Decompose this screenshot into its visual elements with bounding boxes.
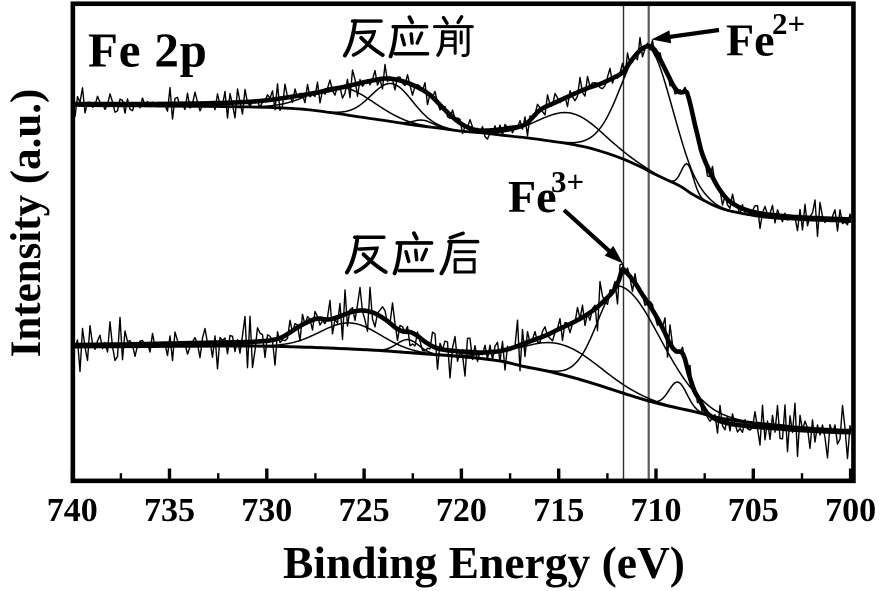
svg-text:700: 700 [825, 492, 876, 529]
svg-text:Fe: Fe [726, 15, 775, 66]
svg-text:740: 740 [47, 492, 98, 529]
svg-text:Intensity (a.u.): Intensity (a.u.) [3, 89, 50, 358]
svg-text:735: 735 [144, 492, 195, 529]
svg-text:725: 725 [339, 492, 390, 529]
svg-text:3+: 3+ [551, 164, 584, 199]
svg-text:Fe: Fe [508, 171, 557, 222]
svg-text:730: 730 [241, 492, 292, 529]
svg-text:705: 705 [728, 492, 779, 529]
svg-text:720: 720 [436, 492, 487, 529]
svg-text:2+: 2+ [772, 6, 805, 41]
svg-text:Fe 2p: Fe 2p [88, 23, 208, 78]
svg-text:Binding Energy (eV): Binding Energy (eV) [283, 537, 685, 588]
svg-text:715: 715 [533, 492, 584, 529]
svg-text:710: 710 [631, 492, 682, 529]
